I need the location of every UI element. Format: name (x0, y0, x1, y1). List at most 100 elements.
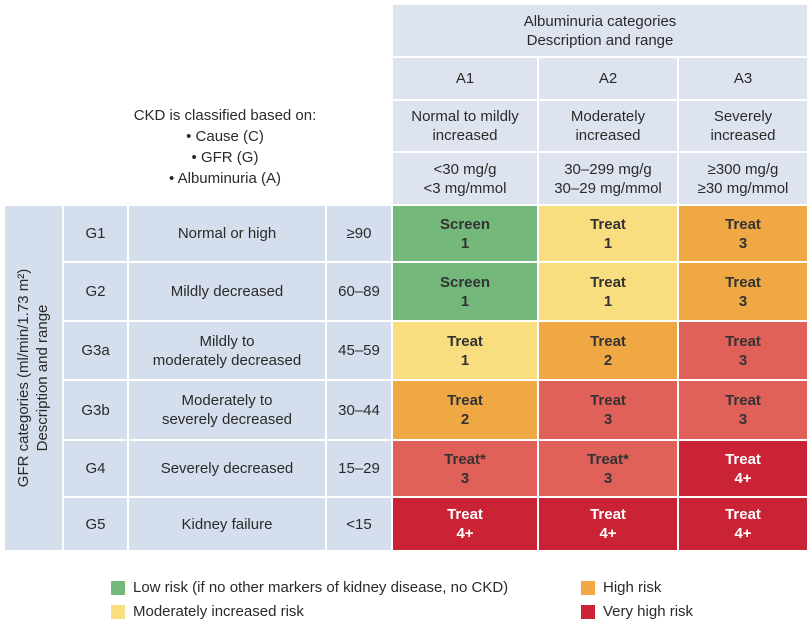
cell-action: Treat (725, 506, 761, 523)
cell-level: 3 (738, 351, 748, 369)
header-line: Albuminuria categories (523, 12, 677, 30)
cell-action: Treat (725, 215, 761, 233)
row-code: G3b (63, 380, 128, 440)
row-description: Moderately to severely decreased (128, 380, 326, 440)
range-line: <3 mg/mmol (423, 179, 507, 197)
intro-heading: CKD is classified based on: (133, 107, 317, 124)
row-range: ≥90 (326, 205, 392, 262)
risk-cell: Treat 1 (392, 321, 538, 380)
range-line: ≥30 mg/mmol (697, 179, 789, 197)
cell-action: Treat (725, 392, 761, 409)
column-description: Normal to mildly increased (392, 100, 538, 152)
row-description: Mildly to moderately decreased (128, 321, 326, 380)
risk-cell: Treat* 3 (392, 440, 538, 497)
intro: CKD is classified based on: • Cause (C) • … (100, 105, 350, 189)
legend-swatch (111, 581, 125, 595)
row-range: 15–29 (326, 440, 392, 497)
row-range: 30–44 (338, 401, 380, 419)
cell-action: Screen (439, 273, 491, 291)
risk-cell: Treat 3 (678, 321, 808, 380)
column-code: A1 (392, 57, 538, 100)
column-code: A2 (538, 57, 678, 100)
cell-level: 1 (460, 351, 470, 369)
header-title: Albuminuria categories Description and ra… (392, 4, 808, 57)
column-code: A3 (678, 57, 808, 100)
description-line: Kidney failure (181, 515, 273, 533)
row-description: Severely decreased (128, 440, 326, 497)
legend-swatch (581, 605, 595, 619)
legend-label: Very high risk (603, 603, 694, 620)
cell-level: 4+ (456, 525, 474, 542)
column-range: 30–299 mg/g 30–29 mg/mmol (538, 152, 678, 205)
description-line: Normal or high (177, 225, 277, 242)
row-range: <15 (326, 497, 392, 551)
row-range: <15 (346, 515, 372, 533)
row-description: Mildly decreased (128, 262, 326, 321)
description-line: Mildly decreased (170, 283, 284, 300)
cell-action: Treat* (587, 450, 629, 468)
row-code: G3a (63, 321, 128, 380)
description-line: increased (575, 127, 641, 144)
cell-action: Treat (590, 273, 626, 291)
cell-level: 3 (603, 469, 613, 487)
cell-action: Treat (447, 506, 483, 523)
risk-cell: Screen 1 (392, 205, 538, 262)
row-range: ≥90 (346, 225, 372, 242)
risk-cell: Treat 3 (678, 380, 808, 440)
cell-action: Treat (590, 392, 626, 409)
cell-action: Screen (439, 215, 491, 233)
row-code: G3b (81, 401, 110, 419)
column-code: A2 (598, 70, 618, 87)
risk-cell: Treat 2 (392, 380, 538, 440)
column-description: Severely increased (678, 100, 808, 152)
row-code: G2 (63, 262, 128, 321)
range-line: 30–299 mg/g (564, 160, 652, 178)
row-code: G4 (85, 460, 106, 477)
description-line: increased (432, 127, 498, 144)
legend-label: Low risk (if no other markers of kidney … (133, 579, 509, 596)
cell-action: Treat (725, 332, 761, 350)
description-line: Normal to mildly (411, 108, 519, 125)
description-line: severely decreased (161, 411, 293, 428)
cell-action: Treat (590, 332, 626, 350)
row-code: G2 (85, 283, 106, 300)
row-code: G3a (81, 342, 110, 359)
column-code: A1 (455, 70, 475, 87)
risk-cell: Treat* 3 (538, 440, 678, 497)
cell-level: 1 (460, 292, 470, 310)
cell-level: 3 (738, 411, 748, 428)
risk-cell: Screen 1 (392, 262, 538, 321)
risk-cell: Treat 1 (538, 262, 678, 321)
cell-level: 2 (460, 411, 470, 428)
row-code: G5 (63, 497, 128, 551)
row-description: Kidney failure (128, 497, 326, 551)
risk-cell: Treat 4+ (392, 497, 538, 551)
cell-level: 1 (460, 234, 470, 252)
row-code: G1 (63, 205, 128, 262)
side-label-text: GFR categories (ml/min/1.73 m²) Descripti… (15, 269, 53, 487)
row-code: G5 (85, 515, 106, 533)
description-line: Moderately to (181, 392, 273, 409)
cell-action: Treat (590, 215, 626, 233)
description-line: Mildly to (199, 332, 255, 350)
cell-level: 4+ (734, 525, 752, 542)
risk-cell: Treat 3 (678, 262, 808, 321)
legend-label: Moderately increased risk (133, 603, 304, 620)
description-line: Moderately (570, 108, 646, 125)
risk-cell: Treat 1 (538, 205, 678, 262)
side-label-line: Description and range (34, 304, 52, 452)
column-range: <30 mg/g <3 mg/mmol (392, 152, 538, 205)
cell-action: Treat (447, 332, 483, 350)
cell-level: 3 (738, 292, 748, 310)
risk-cell: Treat 4+ (678, 440, 808, 497)
column-description: Moderately increased (538, 100, 678, 152)
risk-cell: Treat 2 (538, 321, 678, 380)
row-code: G4 (63, 440, 128, 497)
row-description: Normal or high (128, 205, 326, 262)
risk-cell: Treat 3 (678, 205, 808, 262)
range-line: 30–29 mg/mmol (554, 179, 662, 197)
description-line: Severely decreased (160, 460, 294, 477)
row-code: G1 (85, 225, 106, 242)
cell-action: Treat (447, 392, 483, 409)
